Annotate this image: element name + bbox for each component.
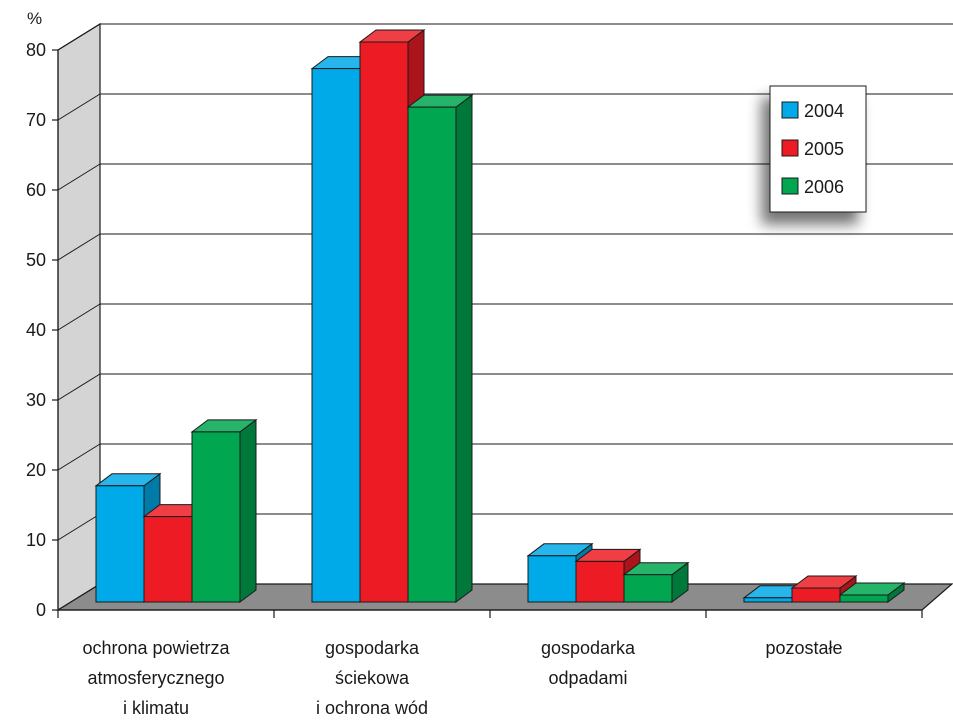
bar-side [239,418,257,603]
gridline-side [57,163,101,191]
bar-front [623,574,673,603]
legend-label-2005: 2005 [804,139,844,159]
bar-front [839,594,889,603]
category-labels: ochrona powietrza atmosferycznego i klimat… [82,638,842,718]
bar-front [407,106,457,603]
gridline-side [57,23,101,51]
legend-swatch-2006 [781,177,799,195]
gridline-side [57,513,101,541]
gridline-side [57,93,101,121]
bar-2006-1 [406,94,474,603]
y-tick-labels: 0 10 20 30 40 50 60 70 80 [26,40,46,620]
bar-2006-2 [622,561,690,603]
bar-front [359,41,409,603]
category-label: atmosferycznego [87,668,224,688]
bar-front [743,597,793,603]
legend-label-2006: 2006 [804,177,844,197]
y-tick-label: 70 [26,110,46,130]
y-tick-label: 60 [26,180,46,200]
category-label: gospodarka [541,638,636,658]
category-label: i ochrona wód [316,698,428,718]
legend-swatch-2005 [781,139,799,157]
y-tick-label: 0 [36,600,46,620]
gridline-side [57,303,101,331]
legend-swatch-2004 [781,101,799,119]
category-label: gospodarka [325,638,420,658]
bar-front [95,485,145,603]
bar-2006-3 [838,582,906,603]
axes [52,49,923,618]
bar-side [455,94,473,603]
gridline-side [57,443,101,471]
legend: 2004 2005 2006 [769,85,867,213]
y-unit-label: % [27,9,42,28]
y-tick-label: 50 [26,250,46,270]
y-tick-label: 10 [26,530,46,550]
legend-label-2004: 2004 [804,101,844,121]
category-label: ochrona powietrza [82,638,230,658]
category-label: pozostałe [765,638,842,658]
bar-front [791,587,841,603]
y-tick-label: 80 [26,40,46,60]
category-label: odpadami [548,668,627,688]
bar-front [191,431,241,603]
category-label: i klimatu [123,698,189,718]
bars [94,29,906,603]
bar-2006-0 [190,418,258,603]
y-tick-label: 20 [26,460,46,480]
bar-front [527,555,577,603]
bar-front [575,560,625,603]
gridline-side [57,233,101,261]
category-label: ściekowa [335,668,410,688]
y-tick-label: 30 [26,390,46,410]
y-tick-label: 40 [26,320,46,340]
bar-front [311,68,361,603]
bar-front [143,516,193,603]
gridline-side [57,373,101,401]
